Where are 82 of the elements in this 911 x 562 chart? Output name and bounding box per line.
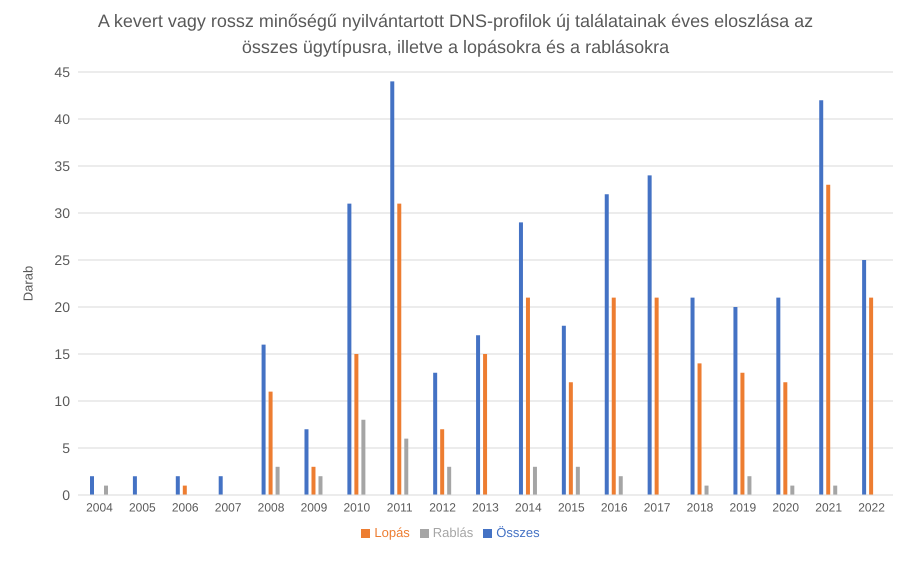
legend-label: Lopás [374,525,410,540]
bar [526,298,530,495]
bar [733,307,738,495]
bar [862,260,866,495]
bar [276,466,280,495]
legend-label: Összes [496,525,540,540]
y-tick-label: 45 [54,64,70,80]
bar [262,344,266,495]
x-tick-label: 2019 [730,500,757,515]
y-tick-label: 40 [54,110,70,127]
bar [397,204,402,495]
bar [304,429,308,495]
x-tick-label: 2015 [558,500,585,515]
bar [648,175,652,495]
y-tick-label: 25 [54,252,70,268]
bar [612,298,616,495]
bar [790,486,794,495]
bar [604,194,609,495]
bar [704,486,709,495]
bar [833,486,838,495]
bar [361,420,366,495]
y-tick-label: 35 [54,158,70,174]
x-tick-label: 2012 [429,500,456,515]
bar [182,486,187,495]
x-tick-label: 2014 [515,500,542,515]
bar [747,476,752,495]
x-tick-label: 2004 [86,500,114,515]
bar [390,81,394,495]
y-tick-label: 30 [54,204,70,221]
bar [440,429,444,495]
x-tick-label: 2017 [644,500,671,515]
x-tick-label: 2013 [472,500,500,515]
bar [90,476,94,495]
bar [532,466,537,495]
x-tick-label: 2005 [128,500,156,515]
x-tick-label: 2007 [214,500,242,515]
y-tick-label: 5 [62,440,70,456]
bar [568,382,573,495]
bar [562,326,566,495]
x-tick-label: 2016 [600,500,628,515]
bar [347,204,352,495]
x-tick-label: 2022 [858,500,886,515]
legend-label: Rablás [432,525,474,540]
bar [447,466,452,495]
bar [476,335,480,495]
bar [618,476,623,495]
bar [826,184,830,495]
bar [176,476,180,495]
x-tick-label: 2020 [772,500,800,515]
bar [218,476,223,495]
y-tick-label: 0 [62,486,70,503]
x-tick-label: 2018 [686,500,714,515]
bar [132,476,137,495]
bar [776,298,780,495]
bar [104,486,108,495]
bar [433,372,438,495]
bar [576,466,580,495]
y-tick-label: 20 [54,298,70,315]
bar [654,298,659,495]
bar [819,100,824,495]
bar [690,298,695,495]
bar [318,476,322,495]
y-tick-label: 10 [54,392,70,409]
bar [869,298,874,495]
x-tick-label: 2010 [343,500,370,515]
x-tick-label: 2008 [258,500,285,515]
chart-title: A kevert vagy rossz minőségű nyilvántartott DNS-profilok új találatainak éves eloszlása az összes ügytípusra, illetve a lopásokra és a rablásokra [96,10,814,59]
bar [311,466,316,495]
bar [354,354,358,495]
bar [483,354,488,495]
x-tick-label: 2011 [386,500,413,515]
bar [404,438,408,495]
y-axis-title: Darab [20,266,36,302]
bar [783,382,788,495]
bar [740,372,744,495]
bar [698,363,702,495]
bar [268,392,273,495]
y-tick-label: 15 [54,346,70,362]
bar [518,222,523,495]
x-tick-label: 2006 [172,500,199,515]
x-tick-label: 2009 [300,500,328,515]
x-tick-label: 2021 [815,500,842,515]
